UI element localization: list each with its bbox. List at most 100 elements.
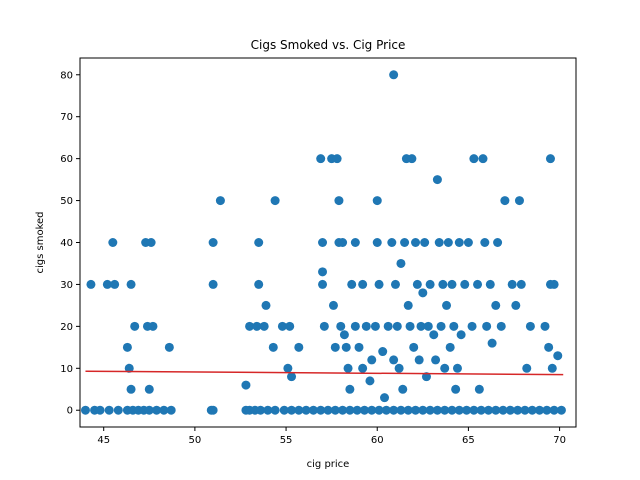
x-tick-label: 55: [280, 435, 293, 446]
data-point: [476, 405, 486, 415]
data-point: [525, 321, 535, 331]
data-point: [423, 321, 433, 331]
data-point: [431, 355, 441, 365]
data-point: [389, 70, 399, 80]
data-point: [319, 321, 329, 331]
x-axis-label: cig price: [307, 459, 350, 470]
data-point: [268, 342, 278, 352]
data-point: [454, 405, 464, 415]
data-point: [505, 405, 515, 415]
data-point: [352, 405, 362, 415]
data-point: [146, 238, 156, 247]
data-point: [287, 372, 297, 382]
data-point: [339, 330, 349, 340]
data-point: [323, 405, 333, 415]
data-point: [345, 405, 355, 415]
data-point: [467, 321, 477, 331]
data-point: [86, 279, 96, 289]
data-point: [491, 405, 501, 415]
data-point: [545, 154, 555, 164]
data-point: [478, 154, 488, 164]
data-point: [378, 347, 388, 357]
data-point: [429, 330, 439, 340]
data-point: [318, 267, 328, 277]
data-point: [556, 405, 566, 415]
data-point: [416, 321, 426, 331]
data-point: [245, 321, 255, 331]
data-point: [516, 279, 526, 289]
data-point: [418, 405, 428, 415]
data-point: [122, 342, 132, 352]
data-point: [104, 405, 114, 415]
data-point: [520, 405, 530, 415]
data-point: [301, 405, 311, 415]
data-point: [380, 393, 390, 403]
data-point: [405, 321, 415, 331]
data-point: [434, 238, 444, 247]
data-point: [279, 405, 289, 415]
data-point: [108, 238, 118, 247]
y-axis-ticks: 0 10 20 30 40 50 60 70 80: [60, 70, 80, 417]
data-point: [215, 196, 225, 206]
data-point: [372, 238, 382, 247]
data-points-group: [80, 70, 566, 415]
data-point: [549, 405, 559, 415]
data-point: [449, 321, 459, 331]
data-point: [126, 384, 136, 394]
data-point: [396, 258, 406, 268]
data-point: [256, 405, 266, 415]
data-point: [383, 321, 393, 331]
data-point: [358, 363, 368, 373]
data-point: [411, 405, 421, 415]
regression-line: [85, 370, 564, 376]
data-point: [334, 196, 344, 206]
data-point: [412, 279, 422, 289]
y-tick-label: 80: [60, 70, 73, 81]
data-point: [392, 321, 402, 331]
data-point: [480, 238, 490, 247]
data-point: [254, 279, 264, 289]
y-tick-label: 60: [60, 154, 73, 165]
data-point: [347, 279, 357, 289]
data-point: [316, 405, 326, 415]
data-point: [482, 321, 492, 331]
data-point: [318, 238, 328, 247]
data-point: [308, 405, 318, 415]
data-point: [540, 321, 550, 331]
data-point: [390, 279, 400, 289]
data-point: [254, 238, 264, 247]
data-point: [330, 405, 340, 415]
data-point: [374, 405, 384, 415]
x-tick-label: 70: [553, 435, 566, 446]
data-point: [374, 279, 384, 289]
data-point: [338, 238, 348, 247]
data-point: [407, 154, 417, 164]
data-point: [438, 279, 448, 289]
data-point: [294, 342, 304, 352]
data-point: [443, 238, 453, 247]
data-point: [451, 384, 461, 394]
data-point: [473, 279, 483, 289]
data-point: [445, 342, 455, 352]
data-point: [452, 363, 462, 373]
data-point: [400, 238, 410, 247]
data-point: [372, 196, 382, 206]
data-point: [370, 321, 380, 331]
data-point: [126, 279, 136, 289]
data-point: [365, 376, 375, 386]
data-point: [270, 196, 280, 206]
y-tick-label: 10: [60, 364, 73, 375]
data-point: [487, 338, 497, 348]
data-point: [332, 154, 342, 164]
y-tick-label: 30: [60, 280, 73, 291]
data-point: [511, 300, 521, 310]
data-point: [130, 321, 140, 331]
data-point: [493, 238, 503, 247]
data-point: [394, 363, 404, 373]
data-point: [440, 363, 450, 373]
data-point: [316, 154, 326, 164]
data-point: [485, 279, 495, 289]
data-point: [436, 321, 446, 331]
data-point: [421, 372, 431, 382]
